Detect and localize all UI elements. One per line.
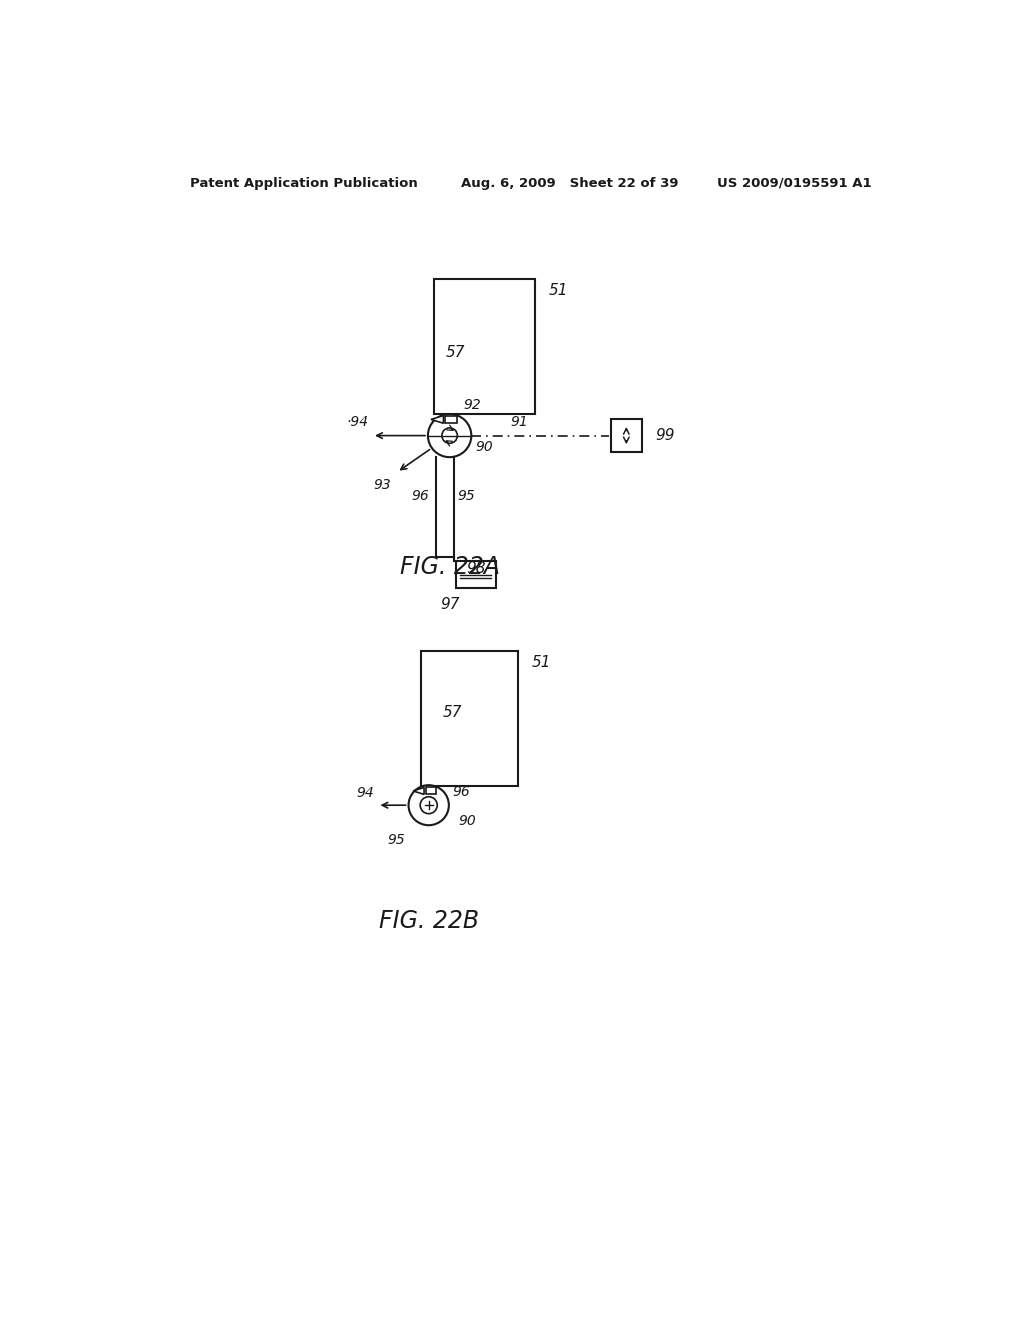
Text: Patent Application Publication: Patent Application Publication bbox=[190, 177, 418, 190]
Text: 57: 57 bbox=[446, 345, 466, 360]
Text: FIG. 22A: FIG. 22A bbox=[399, 554, 500, 578]
Text: 99: 99 bbox=[655, 428, 675, 444]
Circle shape bbox=[420, 797, 437, 813]
Text: 96: 96 bbox=[453, 785, 470, 799]
Text: 95: 95 bbox=[458, 488, 475, 503]
Text: 51: 51 bbox=[531, 655, 551, 671]
Text: 90: 90 bbox=[475, 440, 493, 454]
Text: 91: 91 bbox=[511, 414, 528, 429]
Text: 51: 51 bbox=[549, 284, 568, 298]
Polygon shape bbox=[414, 788, 424, 795]
Text: ·94: ·94 bbox=[346, 416, 369, 429]
Text: 96: 96 bbox=[412, 488, 429, 503]
Text: US 2009/0195591 A1: US 2009/0195591 A1 bbox=[718, 177, 872, 190]
Circle shape bbox=[442, 428, 458, 444]
Text: 95: 95 bbox=[387, 833, 404, 847]
Text: FIG. 22B: FIG. 22B bbox=[379, 908, 479, 933]
Bar bbox=[456, 561, 496, 589]
Bar bbox=[426, 788, 436, 795]
Text: 92: 92 bbox=[464, 397, 481, 412]
Bar bbox=[611, 420, 642, 451]
Bar bbox=[421, 651, 518, 785]
Text: 94: 94 bbox=[356, 785, 374, 800]
Text: 90: 90 bbox=[458, 813, 476, 828]
Circle shape bbox=[428, 414, 471, 457]
Text: Aug. 6, 2009   Sheet 22 of 39: Aug. 6, 2009 Sheet 22 of 39 bbox=[461, 177, 679, 190]
Bar bbox=[434, 280, 535, 414]
Text: 98: 98 bbox=[466, 561, 485, 577]
Bar bbox=[445, 416, 458, 424]
Polygon shape bbox=[431, 416, 443, 424]
Text: 93: 93 bbox=[373, 478, 391, 492]
Text: 57: 57 bbox=[442, 705, 462, 721]
Circle shape bbox=[409, 785, 449, 825]
Text: 97: 97 bbox=[440, 598, 460, 612]
